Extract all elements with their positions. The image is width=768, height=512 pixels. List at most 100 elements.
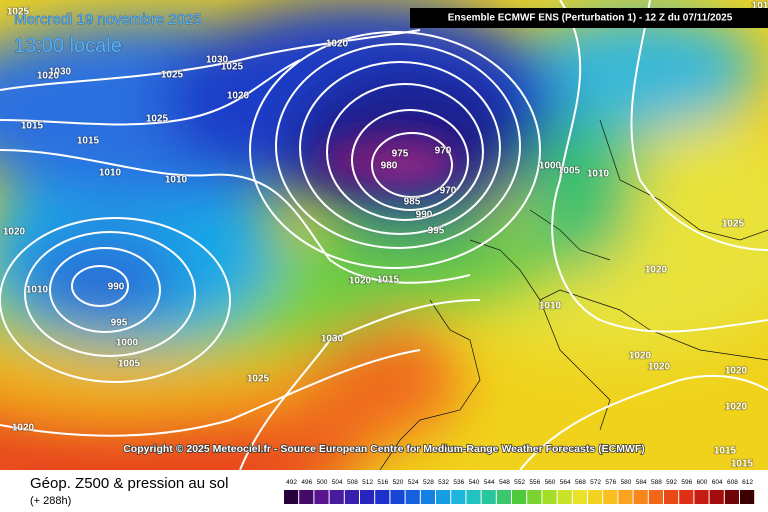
legend-swatch xyxy=(557,490,572,504)
legend-label: 544 xyxy=(484,479,495,486)
isobars xyxy=(0,0,768,470)
isobar-label: 1015 xyxy=(714,446,737,457)
isobar-label: 1010 xyxy=(539,301,562,312)
legend-swatch xyxy=(603,490,618,504)
legend-label: 604 xyxy=(712,479,723,486)
legend-swatch xyxy=(375,490,390,504)
legend-label: 584 xyxy=(636,479,647,486)
legend-label: 516 xyxy=(377,479,388,486)
isobar-label: 1015 xyxy=(731,459,754,470)
legend-swatch xyxy=(740,490,755,504)
isobar-label: 975 xyxy=(392,149,409,160)
isobar-label: 1020 xyxy=(37,71,60,82)
legend-swatch xyxy=(466,490,481,504)
legend-swatch xyxy=(420,490,435,504)
isobar-label: 1005 xyxy=(558,166,581,177)
isobar-label: 995 xyxy=(111,318,128,329)
legend-label: 580 xyxy=(621,479,632,486)
isobar-labels: 1025101102010301025102510301020102010151… xyxy=(2,0,768,470)
legend-swatch xyxy=(299,490,314,504)
legend-swatch xyxy=(390,490,405,504)
model-banner xyxy=(410,8,768,28)
legend-label: 536 xyxy=(453,479,464,486)
isobar-label: 1020 xyxy=(227,91,250,102)
legend-label: 612 xyxy=(742,479,753,486)
legend-label: 508 xyxy=(347,479,358,486)
isobar-label: 1020 xyxy=(725,366,748,377)
legend-swatch xyxy=(709,490,724,504)
isobar-label: 1015 xyxy=(377,275,400,286)
legend-swatch xyxy=(633,490,648,504)
legend-swatch xyxy=(436,490,451,504)
legend-swatch xyxy=(724,490,739,504)
isobar-label: 1000 xyxy=(116,338,139,349)
legend-label: 492 xyxy=(286,479,297,486)
legend-label: 588 xyxy=(651,479,662,486)
isobar-label: 1025 xyxy=(7,7,30,18)
legend-label: 556 xyxy=(529,479,540,486)
isobar-label: 1010 xyxy=(26,285,49,296)
color-legend: 492 496 500 504 508 512 516 520 524 528 532 536 540 5… xyxy=(284,479,755,504)
isobar-label: 1010 xyxy=(587,169,610,180)
isobar-label: 1030 xyxy=(49,67,72,78)
legend-swatch xyxy=(451,490,466,504)
legend-label: 524 xyxy=(408,479,419,486)
isobar-label: 1025 xyxy=(161,70,184,81)
isobar-label: 1025 xyxy=(221,62,244,73)
legend-swatch xyxy=(527,490,542,504)
legend-swatch xyxy=(694,490,709,504)
legend-label: 528 xyxy=(423,479,434,486)
isobar-label: 970 xyxy=(440,186,457,197)
legend-label: 532 xyxy=(438,479,449,486)
legend-label: 576 xyxy=(605,479,616,486)
legend-label: 592 xyxy=(666,479,677,486)
isobar-label: 1030 xyxy=(321,334,344,345)
isobar-label: 1015 xyxy=(77,136,100,147)
isobar-label: 1020 xyxy=(326,39,349,50)
legend-label: 572 xyxy=(590,479,601,486)
isobar-label: 1025 xyxy=(722,219,745,230)
legend-label: 540 xyxy=(469,479,480,486)
legend-swatch xyxy=(329,490,344,504)
isobar-label: 1005 xyxy=(118,359,141,370)
legend-label: 496 xyxy=(301,479,312,486)
isobar-label: 1010 xyxy=(99,168,122,179)
isobar-label: 995 xyxy=(428,226,445,237)
forecast-date: Mercredi 19 novembre 2025 xyxy=(14,11,202,28)
isobar-label: 1020 xyxy=(629,351,652,362)
legend-label: 500 xyxy=(317,479,328,486)
forecast-time: 13:00 locale xyxy=(14,35,122,57)
legend-swatch xyxy=(618,490,633,504)
isobar-label: 990 xyxy=(108,282,125,293)
isobar-label: 1025 xyxy=(247,374,270,385)
model-info: Ensemble ECMWF ENS (Perturbation 1) - 12… xyxy=(448,13,733,24)
isobar-label: 1030 xyxy=(206,55,229,66)
isobar-label: 1020 xyxy=(725,402,748,413)
legend-label: 608 xyxy=(727,479,738,486)
legend-label: 552 xyxy=(514,479,525,486)
isobar-label: 1025 xyxy=(146,114,169,125)
legend-label: 560 xyxy=(545,479,556,486)
legend-label: 568 xyxy=(575,479,586,486)
isobar-label: 1020 xyxy=(648,362,671,373)
legend-swatch xyxy=(344,490,359,504)
legend-label: 596 xyxy=(681,479,692,486)
legend-swatch xyxy=(664,490,679,504)
legend-swatch xyxy=(679,490,694,504)
legend-label: 600 xyxy=(697,479,708,486)
isobar-label: 1010 xyxy=(165,175,188,186)
legend-swatch xyxy=(496,490,511,504)
legend-swatch xyxy=(572,490,587,504)
legend-swatch xyxy=(314,490,329,504)
legend-swatch xyxy=(512,490,527,504)
legend-label: 564 xyxy=(560,479,571,486)
isobar-label: 1020 xyxy=(645,265,668,276)
isobar-label: 985 xyxy=(404,197,421,208)
legend-swatch xyxy=(481,490,496,504)
legend-swatch xyxy=(405,490,420,504)
legend-label: 504 xyxy=(332,479,343,486)
isobar-label: 1020 xyxy=(12,423,35,434)
legend-swatch xyxy=(648,490,663,504)
isobar-label: 970 xyxy=(435,146,452,157)
